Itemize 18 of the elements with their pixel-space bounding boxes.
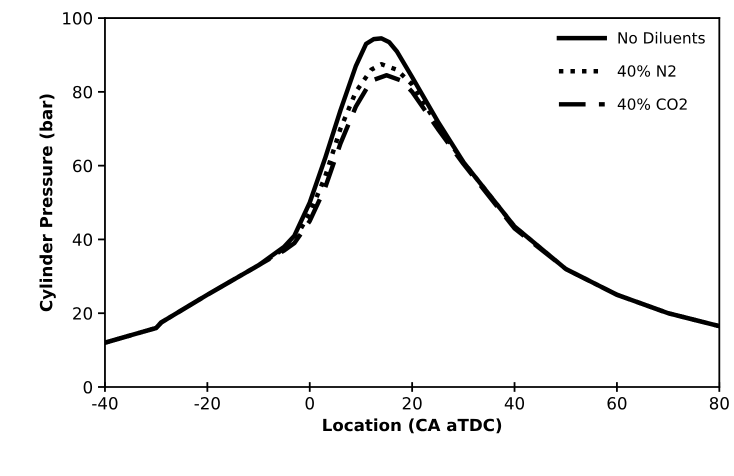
x-tick-label: 80 <box>710 397 729 410</box>
x-tick-label: -20 <box>194 397 220 410</box>
y-tick-label: 80 <box>73 86 92 98</box>
legend-label: 40% CO2 <box>618 98 687 110</box>
y-tick-label: 60 <box>73 160 92 172</box>
x-tick-label: 0 <box>306 397 314 410</box>
legend-label: No Diluents <box>618 32 705 44</box>
legend-label: 40% N2 <box>618 65 676 77</box>
y-tick-label: 100 <box>63 12 92 25</box>
x-axis-title: Location (CA aTDC) <box>323 418 502 434</box>
y-tick-label: 0 <box>84 380 92 394</box>
x-tick-label: -40 <box>92 397 118 410</box>
y-axis-title: Cylinder Pressure (bar) <box>40 94 56 312</box>
y-tick-label: 40 <box>72 233 92 246</box>
x-tick-label: 60 <box>607 397 626 410</box>
x-tick-label: 40 <box>504 397 524 410</box>
y-tick-label: 20 <box>73 307 92 320</box>
x-tick-label: 20 <box>402 397 422 410</box>
